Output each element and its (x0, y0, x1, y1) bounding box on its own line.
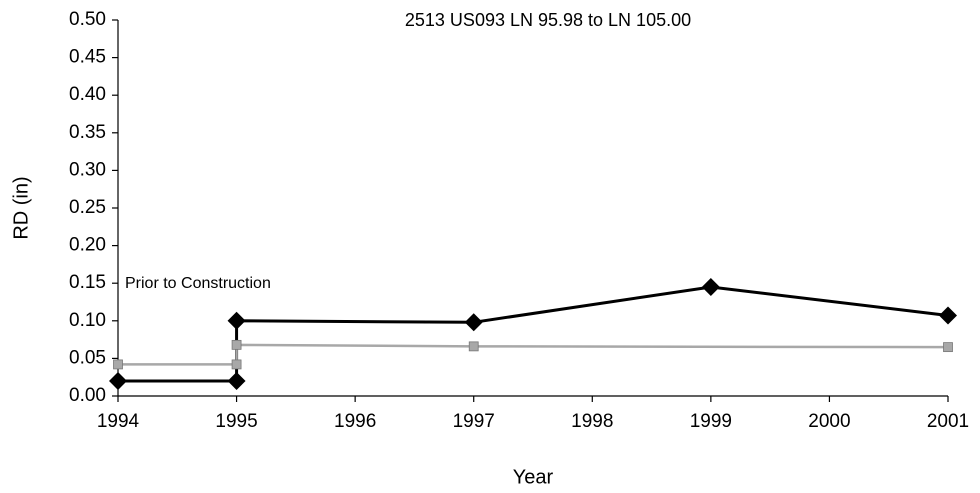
chart-title: 2513 US093 LN 95.98 to LN 105.00 (405, 10, 691, 30)
y-tick-label: 0.20 (69, 235, 106, 256)
marker (943, 342, 953, 353)
x-axis-label: Year (513, 466, 554, 488)
marker (231, 339, 242, 350)
marker (701, 277, 720, 296)
series-line (118, 285, 949, 383)
marker (109, 371, 127, 390)
x-tick-label: 1994 (97, 411, 140, 432)
x-tick-label: 2000 (808, 411, 850, 432)
x-tick-label: 2001 (927, 411, 969, 432)
marker (227, 311, 246, 330)
x-tick-label: 1997 (453, 411, 495, 432)
y-tick-label: 0.40 (69, 84, 106, 105)
annotation: Prior to Construction (125, 275, 271, 292)
marker (464, 313, 483, 332)
marker (231, 359, 242, 370)
y-axis-label: RD (in) (10, 176, 32, 239)
marker (939, 306, 957, 325)
marker (468, 341, 479, 352)
x-tick-label: 1999 (690, 411, 732, 432)
series-line (118, 343, 949, 366)
y-tick-label: 0.10 (69, 310, 106, 331)
y-tick-label: 0.50 (69, 9, 106, 30)
marker (113, 359, 123, 370)
y-tick-label: 0.35 (69, 122, 106, 143)
x-tick-label: 1998 (571, 411, 613, 432)
x-tick-label: 1995 (215, 411, 257, 432)
y-tick-label: 0.25 (69, 197, 106, 218)
y-tick-label: 0.30 (69, 159, 106, 180)
y-tick-label: 0.00 (69, 385, 106, 406)
y-tick-label: 0.05 (69, 347, 106, 368)
marker (227, 371, 246, 390)
y-tick-label: 0.15 (69, 272, 106, 293)
x-tick-label: 1996 (334, 411, 376, 432)
y-tick-label: 0.45 (69, 47, 106, 68)
